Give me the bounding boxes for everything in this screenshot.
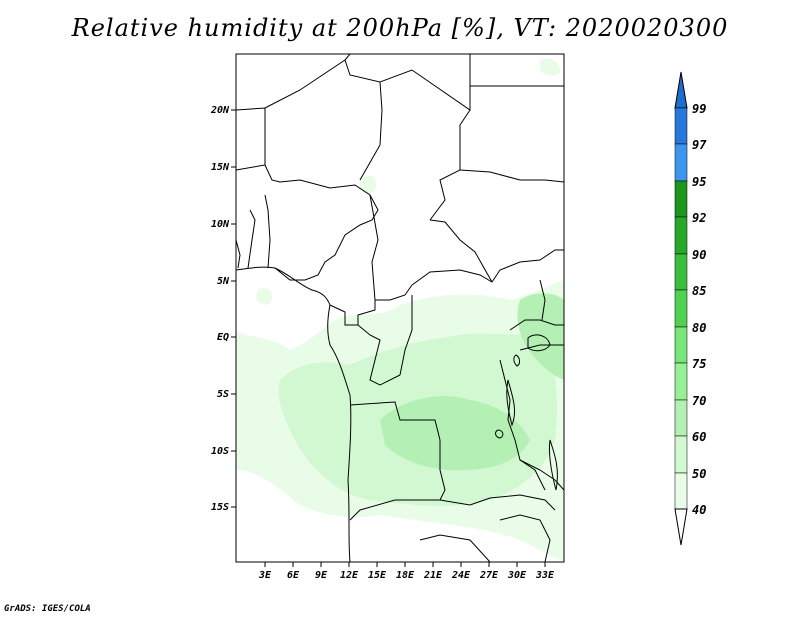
- map-title: Relative humidity at 200hPa [%], VT: 202…: [71, 14, 729, 42]
- humidity-area-dark: [380, 396, 530, 471]
- humidity-field: [236, 58, 564, 562]
- colorbar-segment-75-80: [674, 326, 688, 364]
- colorbar-segment-60-70: [674, 399, 688, 437]
- humidity-area-east: [517, 293, 564, 380]
- lat-label-15n: 15N: [211, 162, 230, 173]
- lat-label-15s: 15S: [211, 502, 229, 513]
- lon-label-24e: 24E: [451, 570, 471, 581]
- colorbar-segment-90-92: [674, 216, 688, 255]
- lat-label-5s: 5S: [217, 389, 229, 400]
- colorbar-segment-95-97: [674, 143, 688, 182]
- map-frame: [235, 53, 565, 563]
- colorbar-label-40: 40: [692, 503, 706, 517]
- country-boundaries: [236, 54, 564, 562]
- colorbar-label-90: 90: [692, 248, 706, 262]
- colorbar: 99 97 95 92 90 85 80 75 70 60 50 40: [674, 71, 707, 546]
- colorbar-label-85: 85: [692, 284, 706, 298]
- humidity-patch-northeast: [540, 58, 560, 76]
- lat-label-20n: 20N: [210, 105, 230, 116]
- lat-label-10s: 10S: [211, 446, 229, 457]
- lon-label-30e: 30E: [507, 570, 527, 581]
- lat-label-eq: EQ: [217, 332, 229, 343]
- humidity-patch-north: [360, 175, 377, 194]
- colorbar-label-60: 60: [692, 430, 706, 444]
- colorbar-label-95: 95: [692, 175, 706, 189]
- lat-label-10n: 10N: [211, 219, 230, 230]
- latitude-axis: 20N 15N 10N 5N EQ 5S 10S 15S: [210, 105, 236, 513]
- colorbar-label-80: 80: [692, 321, 706, 335]
- humidity-patch-west: [256, 288, 273, 305]
- lat-label-5n: 5N: [217, 276, 230, 287]
- lake-victoria-outline: [527, 334, 551, 352]
- colorbar-label-92: 92: [692, 211, 706, 225]
- lon-label-9e: 9E: [315, 570, 328, 581]
- lon-label-12e: 12E: [340, 570, 359, 581]
- lake-malawi-outline: [549, 439, 558, 491]
- colorbar-bottom-arrow: [674, 508, 688, 546]
- lon-label-33e: 33E: [535, 570, 555, 581]
- colorbar-segment-40-50: [674, 472, 688, 510]
- colorbar-segment-97-99: [674, 107, 688, 145]
- lon-label-15e: 15E: [368, 570, 387, 581]
- colorbar-segment-80-85: [674, 289, 688, 328]
- lon-label-6e: 6E: [287, 570, 300, 581]
- colorbar-segment-70-75: [674, 362, 688, 401]
- lon-label-27e: 27E: [479, 570, 499, 581]
- lake-tanganyika-outline: [506, 379, 515, 427]
- lake-mweru-outline: [495, 429, 504, 439]
- grads-credit: GrADS: IGES/COLA: [4, 604, 91, 614]
- colorbar-top-arrow: [674, 71, 688, 109]
- colorbar-label-75: 75: [692, 357, 706, 371]
- colorbar-label-50: 50: [692, 467, 706, 481]
- colorbar-segment-50-60: [674, 435, 688, 474]
- colorbar-segment-92-95: [674, 180, 688, 218]
- lon-label-3e: 3E: [258, 570, 272, 581]
- longitude-axis: 3E 6E 9E 12E 15E 18E 21E 24E 27E 30E 33E: [258, 562, 555, 581]
- lon-label-18e: 18E: [396, 570, 415, 581]
- lakes: [495, 334, 558, 491]
- lon-label-21e: 21E: [423, 570, 443, 581]
- colorbar-label-97: 97: [692, 138, 707, 152]
- colorbar-segment-85-90: [674, 253, 688, 291]
- colorbar-label-70: 70: [692, 394, 706, 408]
- colorbar-label-99: 99: [692, 102, 706, 116]
- lake-kivu-outline: [513, 354, 520, 367]
